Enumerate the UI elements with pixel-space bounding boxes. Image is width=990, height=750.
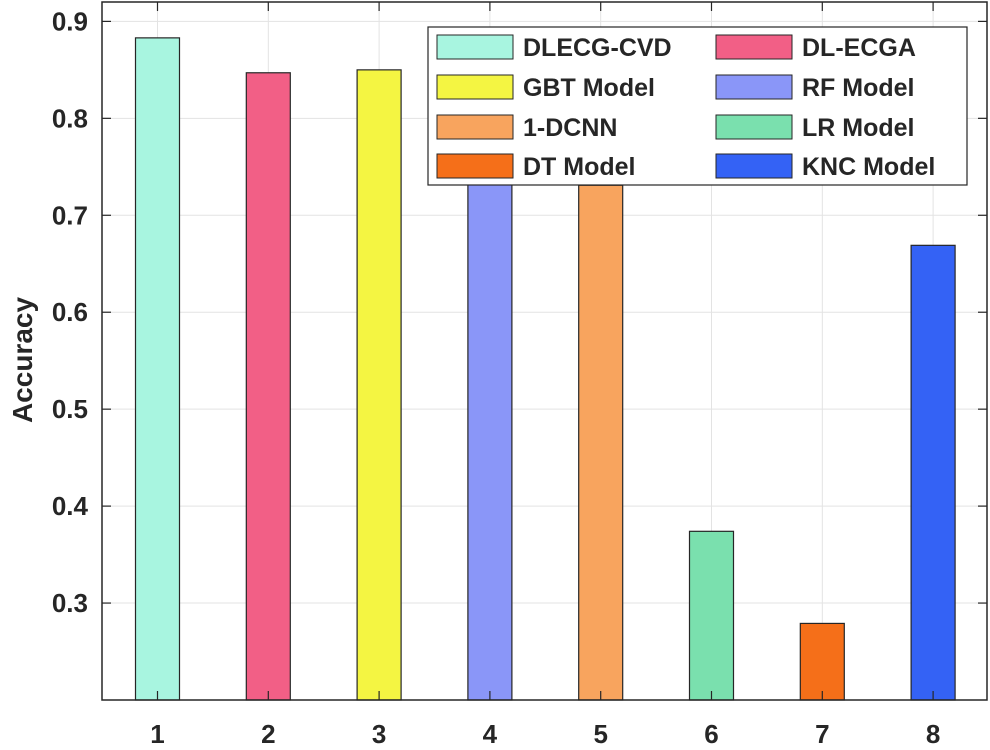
bar-1 xyxy=(134,37,181,701)
bar-8 xyxy=(910,244,956,701)
legend-entry-label: DT Model xyxy=(523,153,636,181)
bar-6 xyxy=(688,530,735,701)
bar-7 xyxy=(799,622,845,701)
y-axis-label: Accuracy xyxy=(7,297,38,424)
legend-entry-label: GBT Model xyxy=(523,74,655,102)
legend-swatch xyxy=(436,153,514,179)
legend-entry-label: DL-ECGA xyxy=(802,34,916,62)
x-tick-label: 7 xyxy=(815,719,829,749)
legend-entry-label: 1-DCNN xyxy=(523,114,617,142)
legend-swatch xyxy=(436,34,514,60)
plot-frame xyxy=(101,1,988,701)
bar-3 xyxy=(356,69,402,701)
legend-swatch xyxy=(715,34,793,60)
legend-swatch xyxy=(715,74,793,100)
bar-2 xyxy=(245,72,291,701)
bar-5 xyxy=(578,184,624,701)
x-tick-label: 2 xyxy=(261,719,275,749)
legend-entry-label: LR Model xyxy=(802,114,915,142)
y-tick-label: 0.6 xyxy=(52,297,88,327)
legend-swatch xyxy=(436,114,514,140)
axis-ticks: 0.3 0.4 0.5 0.6 0.7 0.8 0.9 1 2 3 4 5 6 7 8 xyxy=(52,2,987,749)
legend-swatch xyxy=(715,114,793,140)
y-tick-label: 0.7 xyxy=(52,200,88,230)
legend-entry-label: DLECG-CVD xyxy=(523,34,672,62)
bar-4 xyxy=(467,118,513,701)
y-tick-label: 0.4 xyxy=(52,491,89,521)
x-tick-label: 1 xyxy=(150,719,164,749)
x-tick-label: 4 xyxy=(483,719,498,749)
legend-entry-label: KNC Model xyxy=(802,153,935,181)
legend: DLECG-CVD DL-ECGA GBT Model RF Model 1-DCNN L… xyxy=(427,26,968,186)
legend-swatch xyxy=(436,74,514,100)
x-tick-label: 6 xyxy=(704,719,718,749)
bars xyxy=(134,37,956,701)
y-tick-label: 0.3 xyxy=(52,588,88,618)
legend-box xyxy=(427,26,968,186)
x-tick-label: 3 xyxy=(372,719,386,749)
y-tick-label: 0.8 xyxy=(52,103,88,133)
x-tick-label: 8 xyxy=(926,719,940,749)
y-tick-label: 0.5 xyxy=(52,394,88,424)
x-tick-label: 5 xyxy=(593,719,607,749)
legend-swatch xyxy=(715,153,793,179)
legend-entry-label: RF Model xyxy=(802,74,915,102)
y-tick-label: 0.9 xyxy=(52,6,88,36)
